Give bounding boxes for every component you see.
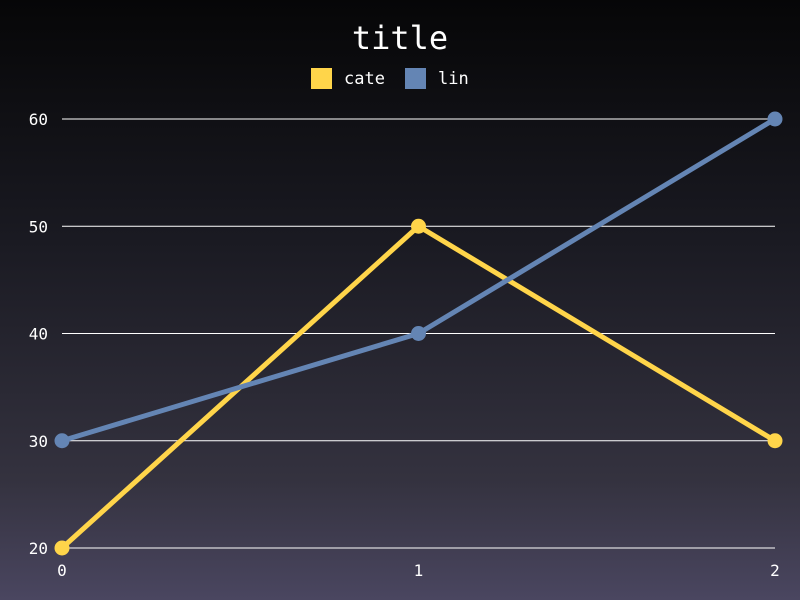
x-tick-label-2: 2 [770,561,780,580]
legend-label-lin: lin [438,69,469,89]
y-tick-label-50: 50 [29,217,48,236]
x-tick-label-0: 0 [57,561,67,580]
data-point-cate-1 [411,218,426,234]
y-axis-ticks: 20 30 40 50 60 [29,110,48,558]
x-axis-ticks: 0 1 2 [57,561,780,580]
data-point-cate-0 [54,540,70,556]
x-tick-label-1: 1 [414,561,424,580]
y-tick-label-30: 30 [29,432,48,451]
data-point-lin-2 [767,111,783,127]
y-tick-label-40: 40 [29,325,48,344]
series-points [54,111,783,556]
series-line-lin [59,116,778,444]
legend-swatch-lin [405,68,426,89]
legend-label-cate: cate [344,69,385,89]
legend: cate lin [311,68,469,89]
data-point-cate-2 [767,433,783,449]
chart-title: title [352,19,448,57]
data-point-lin-1 [411,326,426,341]
data-point-lin-0 [54,433,70,449]
legend-swatch-cate [311,68,332,89]
y-tick-label-60: 60 [29,110,48,129]
y-tick-label-20: 20 [29,539,48,558]
series-line-cate [59,223,778,551]
